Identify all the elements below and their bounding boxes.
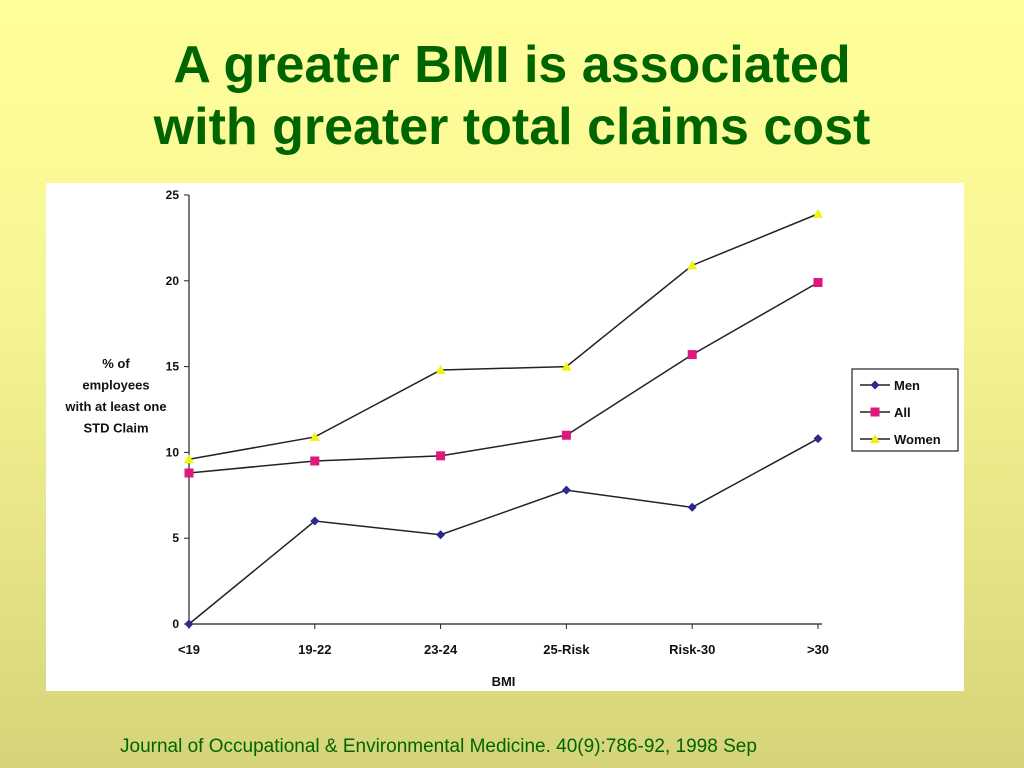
legend-label-men: Men (894, 378, 920, 393)
line-chart: 0 5 10 15 20 25 <19 19-22 23-24 25-Risk Risk-30 >30… (64, 188, 959, 689)
series-line-men (188, 438, 819, 625)
slide-title-line-1: A greater BMI is associated (173, 36, 851, 94)
chart-panel: 0 5 10 15 20 25 <19 19-22 23-24 25-Risk Risk-30 >30… (46, 183, 964, 691)
y-tick-label: 25 (166, 188, 180, 202)
data-point (436, 530, 446, 540)
x-tick-label: Risk-30 (669, 642, 715, 657)
x-axis-label: BMI (492, 674, 516, 689)
data-point (813, 434, 823, 444)
data-point (870, 434, 880, 443)
x-tick-label: 23-24 (424, 642, 458, 657)
slide-title-line-2: with greater total claims cost (153, 98, 871, 156)
y-axis-label-line: STD Claim (83, 421, 148, 436)
data-point (687, 350, 697, 360)
data-point (870, 407, 880, 417)
data-point (561, 361, 572, 371)
series-line-all (188, 281, 819, 474)
data-point (870, 380, 880, 390)
x-tick-label: <19 (178, 642, 200, 657)
data-point (561, 430, 571, 440)
data-point (435, 365, 446, 375)
data-point (436, 451, 446, 461)
y-axis-label-line: employees (82, 378, 149, 393)
chart-axes: 0 5 10 15 20 25 <19 19-22 23-24 25-Risk Risk-30 >30 (166, 188, 829, 657)
data-point (310, 456, 320, 466)
data-point (561, 485, 571, 495)
y-tick-label: 10 (166, 445, 180, 459)
x-tick-label: >30 (807, 642, 829, 657)
y-axis-label: % of employees with at least one STD Claim (64, 356, 166, 436)
data-point (813, 278, 823, 288)
y-tick-label: 5 (172, 531, 179, 545)
legend-box (851, 368, 959, 452)
chart-series (184, 208, 823, 629)
x-tick-label: 25-Risk (543, 642, 590, 657)
y-tick-label: 15 (166, 360, 180, 374)
slide-title: A greater BMI is associated with greater… (0, 34, 1024, 158)
y-axis-label-line: with at least one (64, 399, 166, 414)
y-tick-label: 20 (166, 274, 180, 288)
x-tick-label: 19-22 (298, 642, 331, 657)
legend-label-women: Women (894, 432, 941, 447)
data-point (309, 431, 320, 441)
data-point (184, 619, 194, 629)
legend-label-all: All (894, 405, 911, 420)
chart-legend: Men All Women (851, 368, 959, 452)
data-point (813, 208, 823, 218)
data-point (310, 516, 320, 526)
y-axis-label-line: % of (102, 356, 130, 371)
data-point (184, 454, 194, 464)
y-tick-label: 0 (172, 617, 179, 631)
citation: Journal of Occupational & Environmental … (120, 736, 757, 757)
data-point (687, 260, 698, 270)
data-point (687, 502, 697, 512)
series-line-women (188, 213, 819, 461)
data-point (184, 468, 194, 478)
